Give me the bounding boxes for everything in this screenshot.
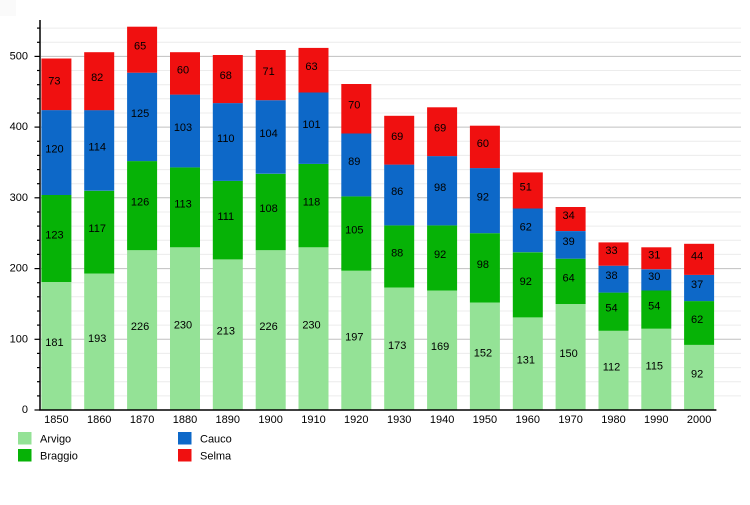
svg-text:Arvigo: Arvigo [40, 433, 71, 445]
svg-text:169: 169 [431, 341, 449, 353]
svg-text:Selma: Selma [200, 450, 232, 462]
svg-text:150: 150 [559, 348, 577, 360]
svg-text:37: 37 [691, 279, 703, 291]
svg-text:64: 64 [562, 272, 574, 284]
svg-text:1950: 1950 [473, 414, 497, 426]
svg-text:71: 71 [262, 66, 274, 78]
svg-text:400: 400 [10, 121, 28, 133]
svg-text:88: 88 [391, 248, 403, 260]
svg-text:92: 92 [434, 249, 446, 261]
svg-text:500: 500 [10, 50, 28, 62]
svg-text:120: 120 [45, 144, 63, 156]
svg-text:131: 131 [517, 355, 535, 367]
svg-text:30: 30 [648, 271, 660, 283]
svg-text:92: 92 [520, 276, 532, 288]
svg-text:118: 118 [303, 197, 321, 209]
svg-text:1900: 1900 [258, 414, 282, 426]
svg-text:200: 200 [10, 263, 28, 275]
svg-text:31: 31 [648, 249, 660, 261]
svg-text:39: 39 [562, 236, 574, 248]
svg-text:193: 193 [88, 333, 106, 345]
svg-text:117: 117 [88, 223, 106, 235]
svg-text:1850: 1850 [44, 414, 68, 426]
svg-text:125: 125 [131, 108, 149, 120]
svg-text:114: 114 [88, 142, 106, 154]
svg-text:51: 51 [520, 181, 532, 193]
svg-text:123: 123 [45, 230, 63, 242]
svg-text:100: 100 [10, 333, 28, 345]
svg-text:92: 92 [691, 369, 703, 381]
svg-text:98: 98 [434, 182, 446, 194]
svg-text:226: 226 [259, 321, 277, 333]
svg-text:112: 112 [603, 361, 621, 373]
svg-text:1870: 1870 [130, 414, 154, 426]
svg-text:300: 300 [10, 192, 28, 204]
svg-text:1930: 1930 [387, 414, 411, 426]
svg-text:181: 181 [45, 337, 63, 349]
svg-text:86: 86 [391, 186, 403, 198]
svg-text:1890: 1890 [216, 414, 240, 426]
svg-text:230: 230 [302, 320, 320, 332]
svg-text:62: 62 [691, 314, 703, 326]
svg-text:54: 54 [605, 303, 617, 315]
svg-text:126: 126 [131, 197, 149, 209]
svg-text:111: 111 [217, 211, 234, 223]
svg-text:Cauco: Cauco [200, 433, 232, 445]
svg-text:69: 69 [434, 123, 446, 135]
svg-text:103: 103 [174, 122, 192, 134]
svg-text:104: 104 [259, 128, 277, 140]
svg-text:1940: 1940 [430, 414, 454, 426]
svg-text:1990: 1990 [644, 414, 668, 426]
svg-text:1860: 1860 [87, 414, 111, 426]
svg-text:Braggio: Braggio [40, 450, 78, 462]
svg-text:230: 230 [174, 320, 192, 332]
svg-text:34: 34 [562, 210, 574, 222]
svg-text:38: 38 [605, 270, 617, 282]
svg-text:98: 98 [477, 259, 489, 271]
svg-text:2000: 2000 [687, 414, 711, 426]
svg-text:92: 92 [477, 192, 489, 204]
svg-text:70: 70 [348, 100, 360, 112]
svg-text:65: 65 [134, 41, 146, 53]
svg-text:60: 60 [477, 138, 489, 150]
svg-text:113: 113 [174, 198, 192, 210]
svg-text:89: 89 [348, 156, 360, 168]
svg-text:73: 73 [48, 75, 60, 87]
svg-text:1880: 1880 [173, 414, 197, 426]
svg-text:115: 115 [646, 360, 664, 372]
svg-text:108: 108 [259, 203, 277, 215]
svg-text:69: 69 [391, 131, 403, 143]
svg-text:0: 0 [22, 404, 28, 416]
svg-text:33: 33 [605, 245, 617, 257]
svg-text:226: 226 [131, 321, 149, 333]
svg-text:1980: 1980 [601, 414, 625, 426]
svg-text:63: 63 [305, 61, 317, 73]
svg-text:110: 110 [217, 133, 235, 145]
svg-text:82: 82 [91, 72, 103, 84]
svg-text:68: 68 [220, 70, 232, 82]
svg-text:1960: 1960 [516, 414, 540, 426]
svg-text:1970: 1970 [558, 414, 582, 426]
svg-text:152: 152 [474, 347, 492, 359]
svg-text:1920: 1920 [344, 414, 368, 426]
svg-text:54: 54 [648, 301, 660, 313]
svg-text:101: 101 [302, 119, 320, 131]
svg-text:62: 62 [520, 221, 532, 233]
svg-text:60: 60 [177, 64, 189, 76]
svg-text:213: 213 [217, 326, 235, 338]
svg-text:44: 44 [691, 250, 703, 262]
svg-text:173: 173 [388, 340, 406, 352]
svg-text:197: 197 [345, 331, 363, 343]
svg-text:1910: 1910 [301, 414, 325, 426]
svg-text:105: 105 [345, 225, 363, 237]
